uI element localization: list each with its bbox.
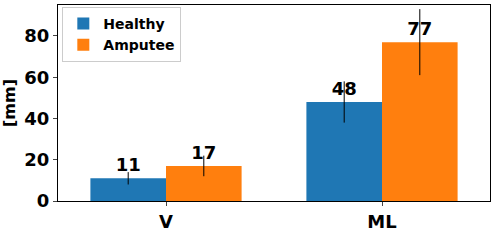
svg-text:0: 0 [37,190,50,211]
svg-text:60: 60 [24,67,49,88]
svg-text:80: 80 [24,25,49,46]
svg-text:48: 48 [332,78,357,99]
svg-text:V: V [159,211,173,232]
svg-text:20: 20 [24,149,49,170]
svg-text:[mm]: [mm] [0,79,19,127]
svg-text:Healthy: Healthy [103,16,164,32]
svg-text:40: 40 [24,108,49,129]
svg-text:77: 77 [407,18,432,39]
svg-text:11: 11 [116,154,141,175]
svg-text:ML: ML [367,211,396,232]
svg-text:17: 17 [191,142,216,163]
svg-text:Amputee: Amputee [103,37,174,53]
